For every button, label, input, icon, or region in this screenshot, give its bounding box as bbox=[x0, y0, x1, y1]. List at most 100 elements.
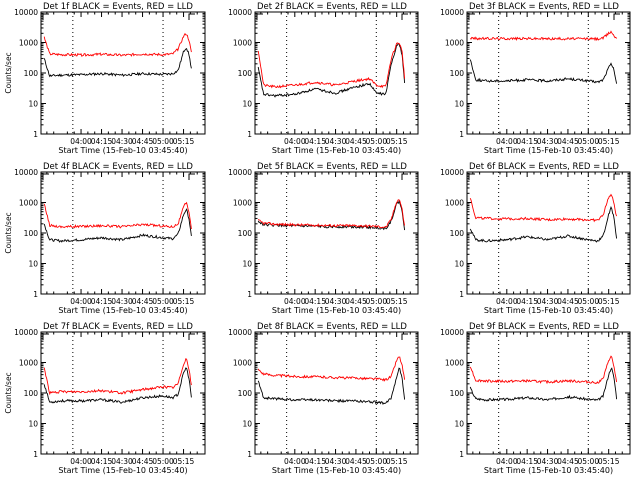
x-tick-label: 04:45 bbox=[557, 457, 579, 466]
x-axis-label: Start Time (15-Feb-10 03:45:40) bbox=[58, 146, 187, 155]
x-tick-label: 04:00 bbox=[284, 297, 306, 306]
y-tick-label: 10000 bbox=[440, 8, 464, 17]
y-tick-label: 100 bbox=[450, 69, 465, 78]
corner-bracket-left bbox=[468, 173, 475, 180]
y-tick-label: 10000 bbox=[14, 8, 38, 17]
x-tick-label: 04:45 bbox=[345, 457, 367, 466]
x-axis-label: Start Time (15-Feb-10 03:45:40) bbox=[484, 306, 613, 315]
y-tick-label: 1 bbox=[247, 290, 252, 299]
corner-bracket-right bbox=[188, 13, 195, 20]
x-tick-label: 04:15 bbox=[304, 297, 326, 306]
panel-title: Det 6f BLACK = Events, RED = LLD bbox=[469, 162, 619, 172]
corner-bracket-right bbox=[401, 173, 408, 180]
plot-frame bbox=[466, 171, 631, 295]
x-axis-label: Start Time (15-Feb-10 03:45:40) bbox=[484, 466, 613, 475]
x-tick-label: 05:15 bbox=[598, 297, 620, 306]
x-tick-label: 05:00 bbox=[152, 457, 174, 466]
y-tick-label: 1000 bbox=[233, 199, 252, 208]
panel-det-8: Det 8f BLACK = Events, RED = LLD 1 10 100 10… bbox=[228, 322, 419, 475]
y-tick-label: 10000 bbox=[440, 168, 464, 177]
y-tick-label: 1 bbox=[459, 130, 464, 139]
events-series-line bbox=[257, 367, 406, 406]
y-tick-label: 100 bbox=[24, 229, 39, 238]
panel-title: Det 4f BLACK = Events, RED = LLD bbox=[43, 162, 193, 172]
x-tick-label: 05:00 bbox=[577, 137, 599, 146]
panel-title: Det 2f BLACK = Events, RED = LLD bbox=[257, 2, 407, 12]
x-tick-label: 04:15 bbox=[304, 137, 326, 146]
x-tick-label: 04:45 bbox=[557, 297, 579, 306]
plot-frame bbox=[466, 331, 631, 455]
x-tick-label: 04:45 bbox=[132, 457, 154, 466]
lld-series-line bbox=[43, 201, 192, 230]
y-tick-label: 1000 bbox=[445, 199, 464, 208]
x-tick-label: 05:15 bbox=[386, 297, 408, 306]
corner-bracket-right bbox=[613, 173, 620, 180]
lld-series-line bbox=[469, 30, 617, 42]
y-tick-label: 10000 bbox=[14, 168, 38, 177]
plot-frame bbox=[254, 331, 419, 455]
x-axis-label: Start Time (15-Feb-10 03:45:40) bbox=[272, 146, 401, 155]
x-tick-label: 05:00 bbox=[365, 297, 387, 306]
y-tick-label: 1000 bbox=[19, 359, 38, 368]
x-tick-label: 05:00 bbox=[152, 137, 174, 146]
x-tick-label: 04:30 bbox=[537, 457, 559, 466]
y-tick-label: 10 bbox=[454, 420, 464, 429]
x-tick-label: 05:00 bbox=[365, 457, 387, 466]
y-tick-label: 1000 bbox=[233, 39, 252, 48]
panel-title: Det 5f BLACK = Events, RED = LLD bbox=[257, 162, 407, 172]
x-tick-label: 04:00 bbox=[496, 137, 518, 146]
corner-bracket-left bbox=[256, 333, 263, 340]
x-tick-label: 04:00 bbox=[496, 297, 518, 306]
panel-det-5: Det 5f BLACK = Events, RED = LLD 1 10 100 10… bbox=[228, 162, 419, 315]
panel-det-4: Det 4f BLACK = Events, RED = LLD 1 10 100 10… bbox=[4, 162, 206, 315]
x-tick-label: 04:00 bbox=[70, 137, 92, 146]
plot-frame bbox=[254, 171, 419, 295]
lld-series-line bbox=[469, 193, 618, 223]
panel-title: Det 8f BLACK = Events, RED = LLD bbox=[257, 322, 407, 332]
y-tick-label: 100 bbox=[450, 229, 465, 238]
corner-bracket-left bbox=[256, 173, 263, 180]
y-tick-label: 10 bbox=[454, 260, 464, 269]
x-axis-label: Start Time (15-Feb-10 03:45:40) bbox=[272, 466, 401, 475]
plot-frame bbox=[254, 11, 419, 135]
x-tick-label: 05:00 bbox=[577, 297, 599, 306]
x-tick-label: 05:00 bbox=[152, 297, 174, 306]
x-tick-label: 05:15 bbox=[173, 457, 195, 466]
x-axis-label: Start Time (15-Feb-10 03:45:40) bbox=[58, 466, 187, 475]
y-tick-label: 10000 bbox=[14, 328, 38, 337]
events-series-line bbox=[469, 205, 618, 243]
x-tick-label: 04:00 bbox=[284, 137, 306, 146]
x-tick-label: 04:15 bbox=[516, 457, 538, 466]
corner-bracket-left bbox=[256, 13, 263, 20]
x-tick-label: 04:30 bbox=[111, 137, 133, 146]
y-tick-label: 100 bbox=[238, 229, 253, 238]
plot-frame bbox=[40, 11, 206, 135]
x-tick-label: 05:15 bbox=[386, 457, 408, 466]
panel-det-2: Det 2f BLACK = Events, RED = LLD 1 10 100 10… bbox=[228, 2, 419, 155]
panel-det-7: Det 7f BLACK = Events, RED = LLD 1 10 100 10… bbox=[4, 322, 206, 475]
y-tick-label: 10 bbox=[242, 260, 252, 269]
corner-bracket-right bbox=[188, 173, 195, 180]
x-tick-label: 05:15 bbox=[386, 137, 408, 146]
y-tick-label: 1 bbox=[459, 450, 464, 459]
lld-series-line bbox=[43, 32, 192, 57]
y-tick-label: 10000 bbox=[228, 168, 252, 177]
x-tick-label: 04:15 bbox=[91, 137, 113, 146]
y-tick-label: 10000 bbox=[228, 8, 252, 17]
x-tick-label: 04:15 bbox=[304, 457, 326, 466]
y-tick-label: 1000 bbox=[445, 359, 464, 368]
lld-series-line bbox=[257, 199, 406, 229]
y-tick-label: 100 bbox=[24, 69, 39, 78]
x-tick-label: 05:15 bbox=[173, 297, 195, 306]
events-series-line bbox=[43, 48, 192, 78]
corner-bracket-right bbox=[188, 333, 195, 340]
panel-title: Det 7f BLACK = Events, RED = LLD bbox=[43, 322, 193, 332]
corner-bracket-left bbox=[42, 13, 49, 20]
events-series-line bbox=[43, 367, 192, 404]
panel-title: Det 3f BLACK = Events, RED = LLD bbox=[469, 2, 619, 12]
y-tick-label: 10 bbox=[28, 260, 38, 269]
corner-bracket-right bbox=[401, 333, 408, 340]
panel-det-6: Det 6f BLACK = Events, RED = LLD 1 10 100 10… bbox=[440, 162, 631, 315]
events-series-line bbox=[257, 42, 406, 98]
